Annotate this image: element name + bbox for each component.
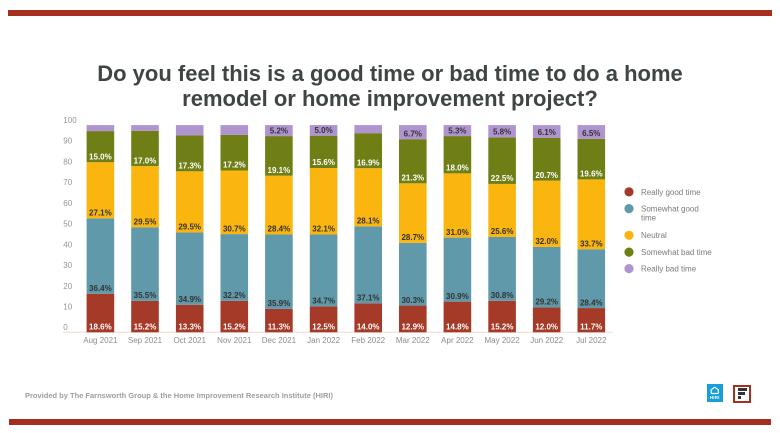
svg-text:50: 50: [63, 220, 72, 229]
svg-text:Dec 2021: Dec 2021: [262, 336, 297, 345]
svg-text:15.6%: 15.6%: [312, 158, 335, 167]
svg-text:30.8%: 30.8%: [491, 291, 514, 300]
svg-text:40: 40: [63, 240, 72, 249]
svg-text:Jun 2022: Jun 2022: [530, 336, 563, 345]
svg-text:17.2%: 17.2%: [223, 161, 246, 170]
svg-text:6.1%: 6.1%: [538, 128, 556, 137]
svg-text:17.3%: 17.3%: [178, 162, 201, 171]
svg-text:31.0%: 31.0%: [446, 228, 469, 237]
svg-text:15.2%: 15.2%: [223, 323, 246, 332]
svg-text:36.4%: 36.4%: [89, 284, 112, 293]
svg-text:16.9%: 16.9%: [357, 158, 380, 167]
svg-text:33.7%: 33.7%: [580, 239, 603, 248]
svg-text:22.5%: 22.5%: [491, 174, 514, 183]
svg-text:Really bad time: Really bad time: [641, 265, 697, 274]
svg-text:Oct 2021: Oct 2021: [173, 336, 206, 345]
svg-text:15.0%: 15.0%: [89, 152, 112, 161]
svg-text:5.2%: 5.2%: [270, 126, 288, 135]
svg-text:15.2%: 15.2%: [134, 323, 157, 332]
svg-text:19.1%: 19.1%: [268, 166, 291, 175]
svg-text:37.1%: 37.1%: [357, 293, 380, 302]
svg-text:0: 0: [63, 323, 68, 332]
svg-text:32.0%: 32.0%: [535, 237, 558, 246]
svg-text:80: 80: [63, 157, 72, 166]
svg-text:11.7%: 11.7%: [580, 323, 602, 332]
svg-text:28.7%: 28.7%: [401, 233, 424, 242]
svg-text:Jul 2022: Jul 2022: [576, 336, 607, 345]
svg-text:34.7%: 34.7%: [312, 297, 335, 306]
svg-text:Nov 2021: Nov 2021: [217, 336, 252, 345]
svg-text:70: 70: [63, 178, 72, 187]
svg-text:HIRI: HIRI: [710, 395, 720, 400]
svg-text:6.7%: 6.7%: [404, 129, 422, 138]
svg-text:10: 10: [63, 303, 72, 312]
svg-text:11.3%: 11.3%: [268, 323, 290, 332]
svg-text:18.6%: 18.6%: [89, 323, 112, 332]
svg-text:5.3%: 5.3%: [448, 126, 466, 135]
svg-text:Mar 2022: Mar 2022: [396, 336, 430, 345]
svg-text:5.8%: 5.8%: [493, 128, 511, 137]
svg-text:35.5%: 35.5%: [134, 291, 157, 300]
svg-text:Jan 2022: Jan 2022: [307, 336, 340, 345]
svg-text:Somewhat good: Somewhat good: [641, 205, 699, 214]
svg-text:Aug 2021: Aug 2021: [83, 336, 118, 345]
svg-text:28.4%: 28.4%: [268, 225, 291, 234]
svg-text:25.6%: 25.6%: [491, 227, 514, 236]
svg-text:May 2022: May 2022: [485, 336, 521, 345]
svg-text:34.9%: 34.9%: [178, 295, 201, 304]
svg-text:17.0%: 17.0%: [134, 156, 157, 165]
svg-text:5.0%: 5.0%: [314, 126, 332, 135]
svg-text:29.2%: 29.2%: [535, 298, 558, 307]
svg-text:19.6%: 19.6%: [580, 170, 603, 179]
svg-text:Feb 2022: Feb 2022: [351, 336, 385, 345]
svg-text:12.0%: 12.0%: [535, 323, 558, 332]
svg-text:60: 60: [63, 199, 72, 208]
svg-text:21.3%: 21.3%: [401, 174, 424, 183]
svg-text:28.4%: 28.4%: [580, 298, 603, 307]
svg-text:18.0%: 18.0%: [446, 164, 469, 173]
svg-text:100: 100: [63, 116, 77, 125]
svg-text:14.8%: 14.8%: [446, 323, 469, 332]
svg-text:29.5%: 29.5%: [178, 223, 201, 232]
svg-text:27.1%: 27.1%: [89, 209, 112, 218]
svg-text:Apr 2022: Apr 2022: [441, 336, 474, 345]
svg-text:30.3%: 30.3%: [401, 296, 424, 305]
svg-text:Sep 2021: Sep 2021: [128, 336, 163, 345]
svg-text:Neutral: Neutral: [641, 231, 667, 240]
svg-text:12.9%: 12.9%: [401, 323, 424, 332]
svg-text:32.2%: 32.2%: [223, 291, 246, 300]
svg-text:Somewhat bad time: Somewhat bad time: [641, 248, 712, 257]
svg-text:28.1%: 28.1%: [357, 217, 380, 226]
svg-text:time: time: [641, 214, 657, 223]
svg-text:14.0%: 14.0%: [357, 323, 380, 332]
svg-text:30: 30: [63, 261, 72, 270]
svg-text:90: 90: [63, 137, 72, 146]
svg-text:32.1%: 32.1%: [312, 225, 335, 234]
svg-text:12.5%: 12.5%: [312, 323, 335, 332]
svg-text:30.7%: 30.7%: [223, 224, 246, 233]
svg-text:20: 20: [63, 282, 72, 291]
svg-text:29.5%: 29.5%: [134, 217, 157, 226]
svg-text:6.5%: 6.5%: [582, 129, 600, 138]
svg-text:35.9%: 35.9%: [268, 299, 291, 308]
svg-text:15.2%: 15.2%: [491, 323, 514, 332]
svg-text:30.9%: 30.9%: [446, 292, 469, 301]
svg-text:20.7%: 20.7%: [535, 171, 558, 180]
svg-text:Really good time: Really good time: [641, 188, 701, 197]
svg-text:13.3%: 13.3%: [178, 323, 201, 332]
